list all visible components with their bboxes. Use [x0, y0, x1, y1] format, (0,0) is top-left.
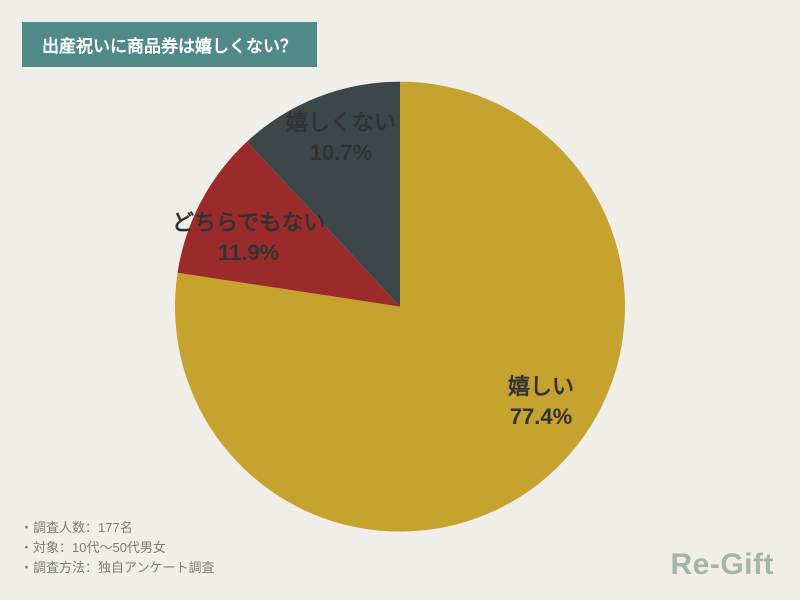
- brand-logo-text: Re-Gift: [671, 548, 775, 582]
- slice-label-happy-value: 77.4%: [508, 402, 574, 432]
- slice-label-neither: どちらでもない 11.9%: [172, 208, 325, 267]
- survey-footnotes: ・調査人数：177名 ・対象：10代～50代男女 ・調査方法：独自アンケート調査: [20, 518, 214, 578]
- slice-label-nothappy: 嬉しくない 10.7%: [286, 108, 396, 167]
- brand-text: Re-Gift: [671, 548, 775, 581]
- footnote-line-1: ・調査人数：177名: [20, 518, 214, 538]
- slice-label-neither-value: 11.9%: [172, 238, 325, 268]
- slice-label-nothappy-value: 10.7%: [286, 138, 396, 168]
- pie-svg: [175, 82, 625, 532]
- footnote-line-2: ・対象：10代～50代男女: [20, 538, 214, 558]
- chart-title-text: 出産祝いに商品券は嬉しくない？: [42, 37, 297, 56]
- chart-title: 出産祝いに商品券は嬉しくない？: [22, 22, 317, 67]
- chart-canvas: 出産祝いに商品券は嬉しくない？ 嬉しい 77.4% 嬉しくない 10.7% どち…: [0, 0, 800, 600]
- slice-label-happy: 嬉しい 77.4%: [508, 372, 574, 431]
- slice-label-happy-name: 嬉しい: [508, 372, 574, 402]
- slice-label-nothappy-name: 嬉しくない: [286, 108, 396, 138]
- pie-chart: [175, 82, 625, 537]
- slice-label-neither-name: どちらでもない: [172, 208, 325, 238]
- footnote-line-3: ・調査方法：独自アンケート調査: [20, 558, 214, 578]
